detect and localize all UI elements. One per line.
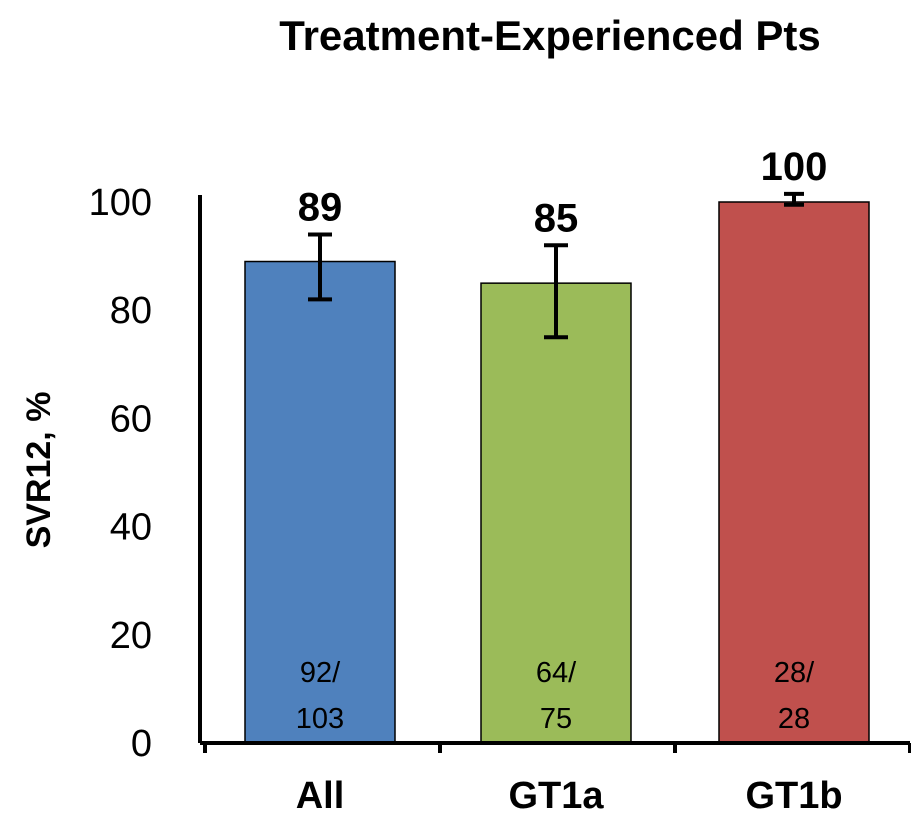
bar-gt1a bbox=[480, 282, 632, 744]
count-label-denominator: 28 bbox=[778, 703, 810, 735]
y-axis-label: SVR12, % bbox=[20, 392, 58, 549]
data-label: 85 bbox=[534, 196, 579, 240]
plot-area: 89 85 100 92/103 64/75 28/28 0 20 40 60 80 100 All GT… bbox=[89, 145, 911, 815]
chart-title: Treatment-Experienced Pts bbox=[279, 12, 821, 59]
count-label-denominator: 103 bbox=[296, 703, 344, 735]
y-tick-label: 60 bbox=[110, 398, 152, 440]
count-label-denominator: 75 bbox=[540, 703, 572, 735]
count-label-numerator: 64/ bbox=[536, 657, 577, 689]
count-label-numerator: 28/ bbox=[774, 657, 815, 689]
y-tick-label: 0 bbox=[131, 723, 152, 765]
x-tick-label: GT1a bbox=[508, 775, 604, 815]
y-tick-label: 100 bbox=[89, 182, 152, 224]
x-tick-label: GT1b bbox=[745, 775, 842, 815]
x-tick-label: All bbox=[296, 775, 345, 815]
data-label: 89 bbox=[298, 185, 343, 229]
y-tick-label: 20 bbox=[110, 615, 152, 657]
bar-all bbox=[244, 260, 396, 744]
y-tick-label: 40 bbox=[110, 507, 152, 549]
data-label: 100 bbox=[761, 145, 828, 189]
y-tick-label: 80 bbox=[110, 290, 152, 332]
count-label-numerator: 92/ bbox=[300, 657, 341, 689]
